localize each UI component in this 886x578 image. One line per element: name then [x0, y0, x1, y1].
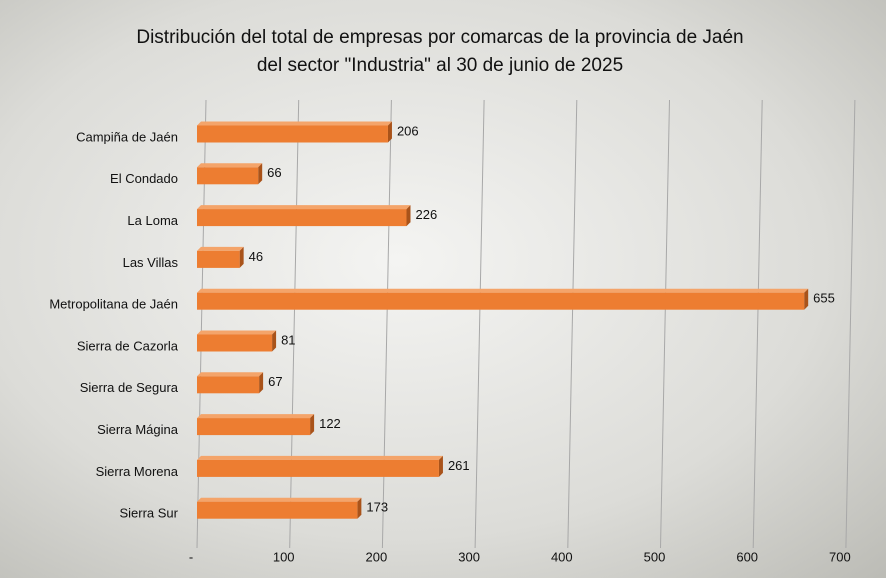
bar-top [197, 414, 314, 418]
y-tick-label: El Condado [110, 171, 178, 186]
value-label: 655 [813, 291, 835, 306]
bar-top [197, 372, 263, 376]
bar [197, 460, 439, 477]
bar [197, 376, 259, 393]
y-tick-label: Sierra Sur [119, 506, 178, 521]
x-tick-label: 700 [829, 549, 851, 564]
bar [197, 502, 357, 519]
x-tick-label: 400 [551, 549, 573, 564]
y-tick-label: La Loma [127, 213, 178, 228]
bar-top [197, 456, 443, 460]
x-tick-label: 100 [273, 549, 295, 564]
value-label: 226 [416, 207, 438, 222]
bar [197, 167, 258, 184]
value-label: 67 [268, 374, 282, 389]
bar-top [197, 122, 392, 126]
x-tick-label: 300 [458, 549, 480, 564]
bar-top [197, 331, 276, 335]
bar [197, 126, 388, 143]
bar [197, 335, 272, 352]
y-tick-label: Sierra de Cazorla [77, 338, 179, 353]
y-tick-label: Metropolitana de Jaén [49, 297, 178, 312]
bar-top [197, 498, 361, 502]
chart-subtitle: del sector "Industria" al 30 de junio de… [257, 55, 623, 76]
value-label: 122 [319, 416, 341, 431]
bar [197, 293, 804, 310]
x-tick-label: 200 [366, 549, 388, 564]
value-label: 46 [249, 249, 263, 264]
x-tick-label: 600 [736, 549, 758, 564]
bar [197, 418, 310, 435]
y-tick-label: Las Villas [123, 255, 179, 270]
y-tick-label: Sierra de Segura [80, 380, 179, 395]
value-label: 66 [267, 165, 281, 180]
x-tick-label: 500 [644, 549, 666, 564]
x-tick-label: - [189, 549, 193, 564]
bar-top [197, 163, 262, 167]
y-tick-label: Campiña de Jaén [76, 129, 178, 144]
bar-top [197, 289, 808, 293]
bar [197, 209, 407, 226]
chart: Distribución del total de empresas por c… [0, 0, 886, 578]
y-tick-label: Sierra Mágina [97, 422, 179, 437]
value-label: 81 [281, 332, 295, 347]
chart-title: Distribución del total de empresas por c… [136, 27, 743, 48]
value-label: 261 [448, 458, 470, 473]
bar-top [197, 247, 244, 251]
bar [197, 251, 240, 268]
bar-top [197, 205, 411, 209]
y-tick-label: Sierra Morena [96, 464, 179, 479]
value-label: 206 [397, 123, 419, 138]
value-label: 173 [366, 500, 388, 515]
